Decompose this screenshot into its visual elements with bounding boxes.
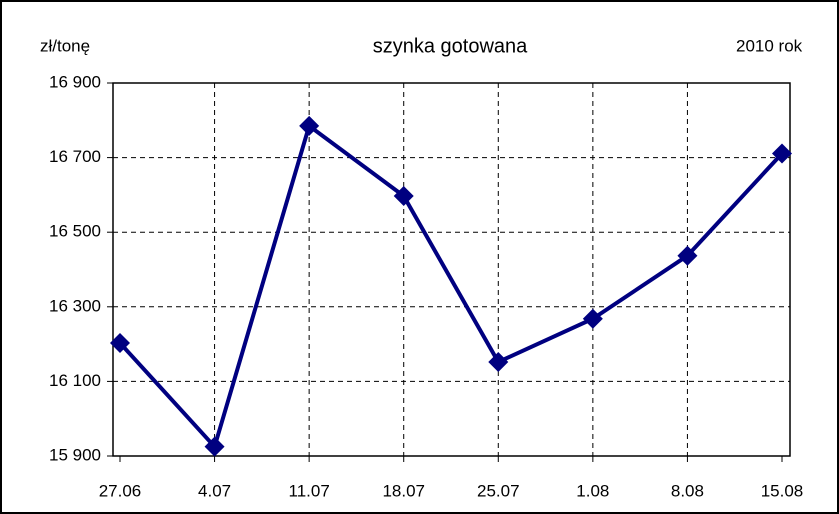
data-point — [204, 436, 225, 457]
y-tick-label: 15 900 — [49, 445, 101, 464]
x-tick-label: 8.08 — [671, 481, 704, 500]
data-point — [393, 186, 414, 207]
x-tick-label: 11.07 — [289, 481, 330, 500]
annotation: 2010 rok — [736, 36, 803, 55]
y-axis-label: zł/tonę — [40, 36, 90, 55]
x-tick-label: 15.08 — [761, 481, 804, 500]
y-tick-label: 16 500 — [49, 222, 101, 241]
y-tick-label: 16 300 — [49, 296, 101, 315]
y-tick-label: 16 900 — [49, 72, 101, 91]
x-tick-label: 4.07 — [198, 481, 231, 500]
plot-area — [113, 83, 790, 456]
data-point — [488, 352, 509, 373]
y-tick-label: 16 100 — [49, 371, 101, 390]
data-point — [772, 143, 792, 164]
x-tick-label: 18.07 — [382, 481, 425, 500]
x-tick-label: 25.07 — [477, 481, 520, 500]
plot-border — [112, 82, 791, 457]
x-tick-label: 27.06 — [99, 481, 142, 500]
y-tick-label: 16 700 — [49, 147, 101, 166]
data-point — [110, 332, 130, 353]
chart-title: szynka gotowana — [373, 35, 528, 57]
data-point — [677, 245, 698, 266]
data-point — [582, 308, 603, 329]
x-tick-label: 1.08 — [576, 481, 609, 500]
data-point — [299, 115, 320, 136]
data-line — [118, 122, 784, 451]
